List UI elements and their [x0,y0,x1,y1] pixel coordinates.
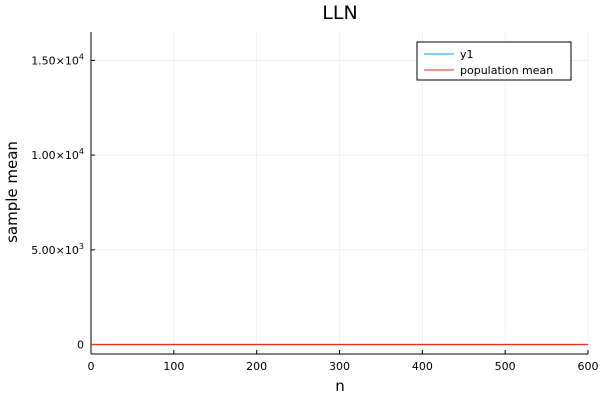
y-tick-label: 1.50×104 [31,52,84,67]
x-tick-label: 400 [412,360,433,373]
y-tick-label: 0 [77,339,84,352]
x-tick-label: 600 [578,360,599,373]
x-tick-label: 500 [495,360,516,373]
x-tick-label: 0 [88,360,95,373]
x-tick-label: 200 [246,360,267,373]
x-tick-label: 300 [329,360,350,373]
y-tick-label: 5.00×103 [31,242,84,257]
y-tick-label: 1.00×104 [31,147,84,162]
legend: y1 population mean [416,41,572,81]
legend-label-y1: y1 [460,48,474,61]
x-tick-label: 100 [163,360,184,373]
ticks: 0 100 200 300 400 500 600 0 5.00×103 1.00×104 1.50… [31,52,598,373]
legend-box [416,41,572,81]
y-axis-label: sample mean [3,141,21,243]
chart-title: LLN [322,2,357,24]
legend-label-population-mean: population mean [460,64,553,77]
x-axis-label: n [335,377,345,395]
